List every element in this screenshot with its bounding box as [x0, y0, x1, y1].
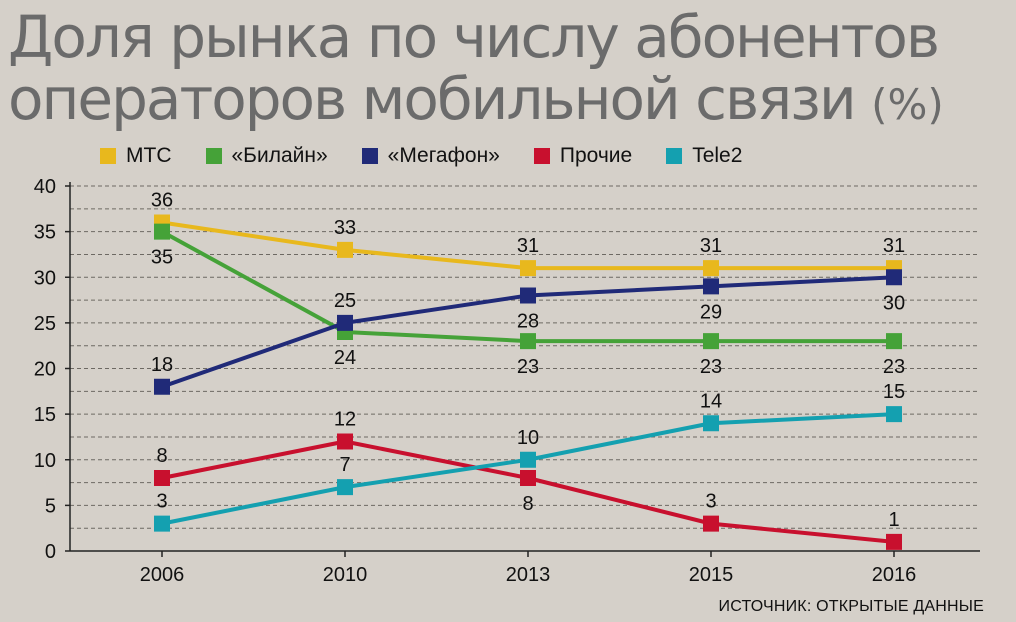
legend-item: «Мегафон» — [361, 144, 500, 168]
chart-title: Доля рынка по числу абонентов операторов… — [8, 6, 1008, 136]
data-label: 36 — [151, 190, 173, 212]
data-label: 28 — [517, 311, 539, 333]
legend-label: МТС — [126, 144, 172, 167]
data-label: 3 — [156, 491, 167, 513]
data-point — [520, 333, 536, 350]
legend-label: Tele2 — [692, 144, 743, 167]
chart-title-text: Доля рынка по числу абонентов операторов… — [8, 3, 940, 133]
legend-label: Прочие — [559, 144, 633, 167]
y-tick-label: 15 — [34, 404, 56, 426]
data-label: 8 — [156, 445, 167, 467]
data-label: 23 — [517, 356, 539, 378]
x-tick-label: 2016 — [872, 564, 917, 586]
data-point — [154, 378, 170, 395]
data-point — [337, 314, 353, 331]
legend-swatch — [533, 148, 550, 164]
legend-swatch — [100, 148, 116, 164]
y-tick-label: 5 — [45, 495, 56, 517]
y-tick-label: 0 — [45, 541, 56, 563]
data-point — [520, 260, 536, 277]
legend-label: «Мегафон» — [387, 144, 500, 167]
data-label: 23 — [883, 356, 905, 378]
data-label: 24 — [334, 347, 356, 369]
data-label: 14 — [700, 390, 722, 412]
data-point — [886, 269, 902, 286]
data-label: 35 — [151, 247, 173, 269]
data-label: 8 — [522, 493, 533, 515]
legend-swatch — [361, 148, 378, 164]
legend-item: Прочие — [533, 144, 633, 168]
data-label: 3 — [705, 491, 716, 513]
legend-item: Tele2 — [666, 144, 742, 168]
data-point — [337, 433, 353, 450]
legend-item: «Билайн» — [205, 144, 328, 168]
y-tick-label: 40 — [34, 176, 56, 198]
y-tick-label: 30 — [34, 267, 56, 289]
x-tick-label: 2006 — [140, 564, 185, 586]
data-point — [703, 260, 719, 277]
data-point — [520, 451, 536, 468]
legend-item: МТС — [100, 144, 172, 168]
legend: МТС «Билайн» «Мегафон» Прочие Tele2 — [100, 143, 776, 169]
data-point — [154, 470, 170, 486]
x-tick-label: 2013 — [506, 564, 551, 586]
data-label: 1 — [888, 509, 899, 531]
data-label: 23 — [700, 356, 722, 378]
data-label: 29 — [700, 301, 722, 323]
data-label: 15 — [883, 381, 905, 403]
y-tick-label: 25 — [34, 313, 56, 335]
data-label: 10 — [517, 427, 539, 449]
data-point — [886, 533, 902, 550]
data-label: 18 — [151, 354, 173, 376]
data-point — [703, 333, 719, 350]
source-note: ИСТОЧНИК: ОТКРЫТЫЕ ДАННЫЕ — [718, 598, 984, 615]
data-label: 31 — [700, 235, 722, 257]
data-point — [520, 287, 536, 304]
data-point — [703, 278, 719, 295]
data-point — [154, 515, 170, 532]
data-point — [703, 515, 719, 532]
chart-title-unit: (%) — [871, 80, 944, 129]
y-tick-label: 20 — [34, 359, 56, 381]
data-point — [337, 241, 353, 258]
data-label: 31 — [883, 235, 905, 257]
data-point — [886, 333, 902, 350]
legend-swatch — [666, 148, 683, 164]
data-point — [886, 406, 902, 423]
y-tick-label: 35 — [34, 222, 56, 244]
data-point — [703, 415, 719, 432]
data-label: 7 — [339, 454, 350, 476]
data-label: 31 — [517, 235, 539, 257]
data-point — [154, 223, 170, 240]
data-label: 12 — [334, 409, 356, 431]
data-label: 33 — [334, 217, 356, 239]
y-tick-label: 10 — [34, 450, 56, 472]
x-tick-label: 2010 — [323, 564, 368, 586]
data-point — [337, 479, 353, 496]
x-tick-label: 2015 — [689, 564, 734, 586]
legend-swatch — [205, 148, 222, 164]
data-label: 25 — [334, 290, 356, 312]
data-label: 30 — [883, 292, 905, 314]
legend-label: «Билайн» — [231, 144, 328, 167]
data-point — [520, 470, 536, 486]
